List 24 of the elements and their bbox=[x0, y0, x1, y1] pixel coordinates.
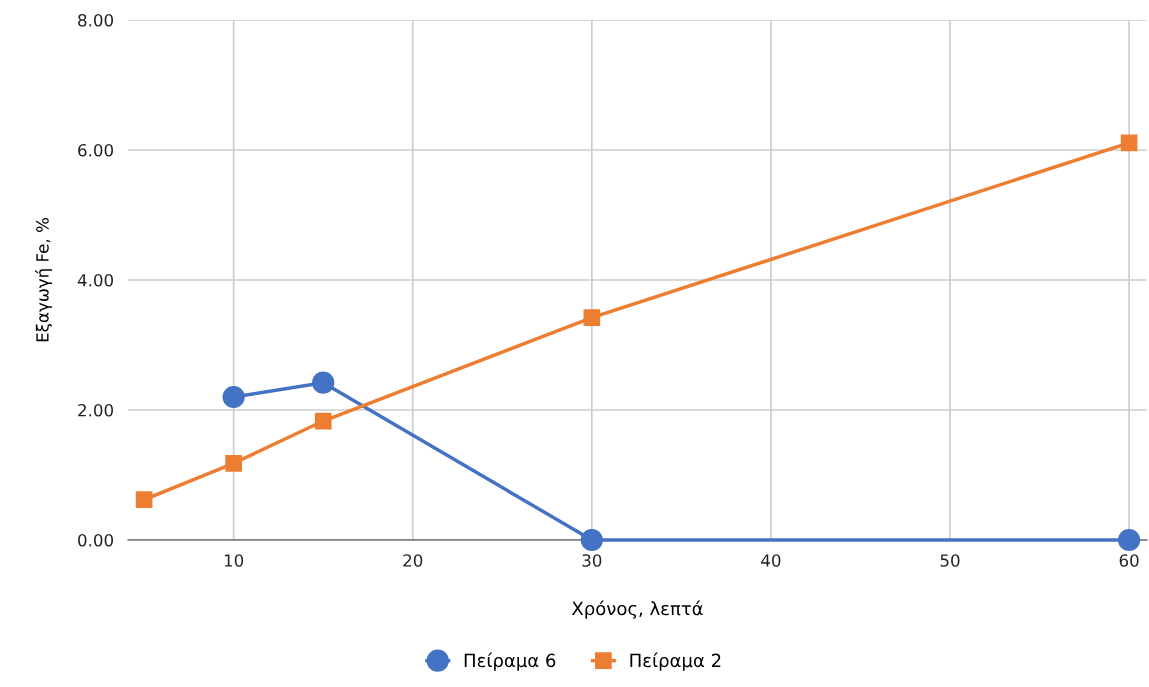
y-axis-title: Εξαγωγή Fe, % bbox=[35, 218, 52, 342]
point bbox=[1117, 528, 1141, 552]
point bbox=[135, 491, 153, 509]
x-tick-label: 10 bbox=[224, 554, 244, 567]
y-tick-label: 0.00 bbox=[78, 533, 113, 547]
point bbox=[312, 371, 335, 394]
y-tick-label: 2.00 bbox=[78, 403, 113, 417]
x-tick-label: 20 bbox=[403, 554, 423, 567]
x-tick-label: 30 bbox=[582, 554, 602, 567]
point bbox=[583, 309, 601, 327]
y-tick-label: 4.00 bbox=[77, 273, 113, 287]
x-axis-title: Χρόνος, λεπτά bbox=[571, 600, 703, 619]
legend-label: Πείραμα 2 bbox=[630, 652, 721, 671]
point bbox=[580, 528, 603, 552]
point bbox=[222, 385, 245, 409]
point bbox=[225, 454, 242, 472]
x-tick-label: 50 bbox=[940, 554, 960, 567]
y-tick-label: 8.00 bbox=[78, 13, 113, 27]
legend-label: Πείραμα 6 bbox=[464, 652, 556, 671]
point bbox=[1120, 134, 1138, 152]
point bbox=[314, 412, 332, 430]
x-tick-label: 60 bbox=[1119, 554, 1139, 567]
y-tick-label: 6.00 bbox=[78, 143, 113, 157]
x-tick-label: 40 bbox=[761, 554, 781, 567]
